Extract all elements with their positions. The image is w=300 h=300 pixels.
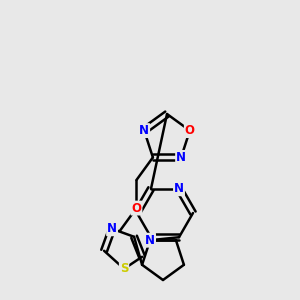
Text: O: O [185, 124, 195, 137]
Text: N: N [174, 182, 184, 195]
Text: N: N [176, 151, 186, 164]
Text: N: N [139, 124, 149, 137]
Text: N: N [107, 222, 117, 235]
Text: N: N [145, 234, 155, 247]
Text: O: O [131, 202, 141, 214]
Text: S: S [120, 262, 128, 275]
